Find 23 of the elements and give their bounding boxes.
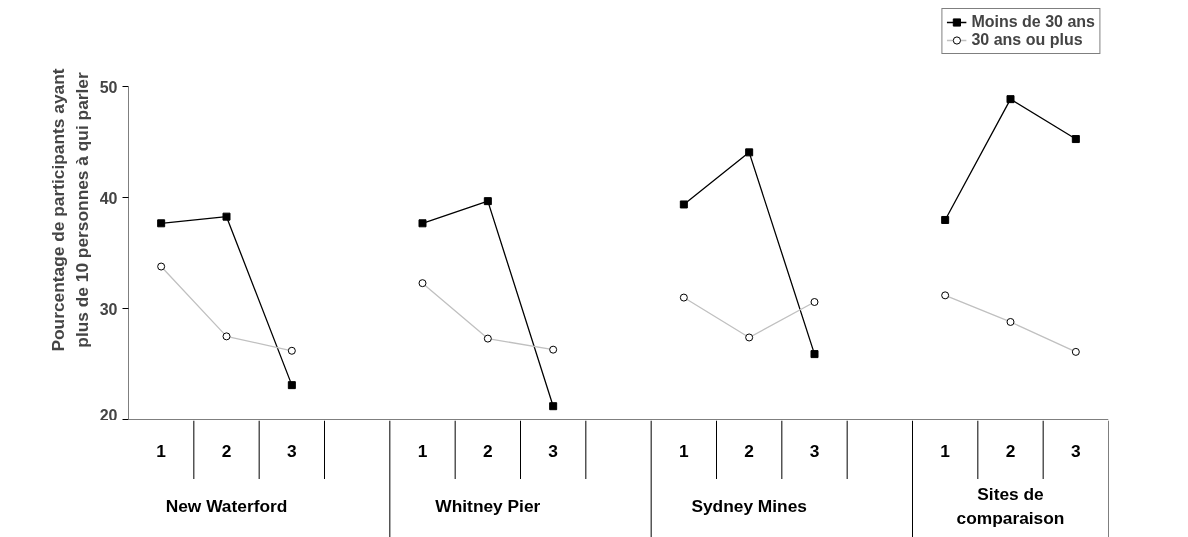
x-tick-label: 3 — [1071, 440, 1082, 461]
y-tick-label: 20 — [99, 406, 118, 424]
x-tick-label: 3 — [548, 440, 559, 461]
y-tick-label: 50 — [99, 78, 118, 96]
x-tick-label: 1 — [417, 440, 428, 461]
legend-label: Moins de 30 ans — [971, 13, 1095, 31]
y-tick-label: 40 — [99, 189, 118, 207]
x-tick-label: 3 — [809, 440, 820, 461]
text: New Waterford — [165, 495, 288, 516]
x-tick-label: 2 — [483, 440, 493, 461]
x-tick-label: 2 — [221, 440, 232, 461]
x-tick-label: 1 — [679, 440, 690, 461]
x-tick-label: 3 — [287, 440, 298, 461]
y-axis-title: Pourcentage de participants ayant plus de 10 personnes à qui parler — [47, 68, 92, 352]
legend-label: 30 ans ou plus — [971, 31, 1083, 49]
x-tick-label: 2 — [1005, 440, 1016, 461]
text: Sites de comparaison — [956, 483, 1065, 528]
text: Sydney Mines — [691, 495, 807, 516]
x-tick-label: 1 — [940, 440, 951, 461]
y-tick-label: 30 — [99, 300, 118, 318]
x-tick-label: 1 — [156, 440, 167, 461]
text: Whitney Pier — [435, 495, 541, 516]
x-tick-label: 2 — [744, 440, 754, 461]
